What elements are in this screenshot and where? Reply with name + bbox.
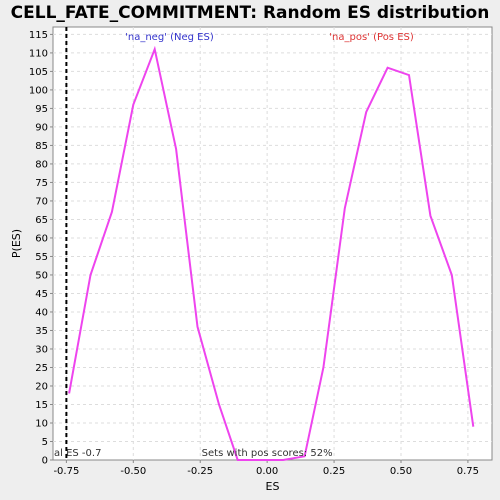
x-tick-label: -0.25 (187, 466, 213, 477)
actual-es-label: al ES -0.7 (54, 448, 101, 459)
y-tick-label: 80 (35, 159, 48, 170)
plot-area (52, 26, 493, 461)
y-tick-label: 20 (35, 381, 48, 392)
pos-scores-label: Sets with pos scores: 52% (202, 448, 333, 459)
y-tick-label: 45 (35, 289, 48, 300)
x-tick-label: 0.75 (457, 466, 479, 477)
y-tick-label: 110 (29, 48, 48, 59)
y-tick-label: 85 (35, 141, 48, 152)
y-tick-label: 90 (35, 122, 48, 133)
neg-es-label: 'na_neg' (Neg ES) (125, 32, 214, 43)
y-tick-label: 70 (35, 196, 48, 207)
x-tick-label: 0.25 (323, 466, 345, 477)
es-distribution-line (68, 45, 475, 461)
y-tick-label: 5 (42, 437, 48, 448)
y-tick-label: 40 (35, 307, 48, 318)
y-axis-label: P(ES) (10, 229, 23, 258)
y-tick-label: 25 (35, 363, 48, 374)
y-tick-label: 60 (35, 233, 48, 244)
x-tick-label: -0.50 (120, 466, 146, 477)
y-tick-label: 95 (35, 104, 48, 115)
y-tick-label: 105 (29, 67, 48, 78)
x-tick-label: 0.50 (390, 466, 412, 477)
y-tick-label: 50 (35, 270, 48, 281)
chart-title: CELL_FATE_COMMITMENT: Random ES distribu… (11, 3, 490, 23)
axis-ticks: 0 5 10 15 20 25 30 35 40 45 50 55 60 65 70 75 80 85 90 95 10… (29, 30, 479, 477)
y-tick-label: 30 (35, 344, 48, 355)
y-tick-label: 75 (35, 178, 48, 189)
y-tick-label: 115 (29, 30, 48, 41)
y-tick-label: 65 (35, 215, 48, 226)
y-tick-label: 10 (35, 418, 48, 429)
x-tick-label: -0.75 (53, 466, 79, 477)
x-tick-label: 0.00 (256, 466, 278, 477)
y-tick-label: 15 (35, 400, 48, 411)
y-tick-label: 0 (42, 456, 48, 467)
y-tick-label: 100 (29, 85, 48, 96)
y-tick-label: 35 (35, 326, 48, 337)
x-axis-label: ES (266, 480, 280, 493)
y-tick-label: 55 (35, 252, 48, 263)
pos-es-label: 'na_pos' (Pos ES) (329, 32, 414, 43)
